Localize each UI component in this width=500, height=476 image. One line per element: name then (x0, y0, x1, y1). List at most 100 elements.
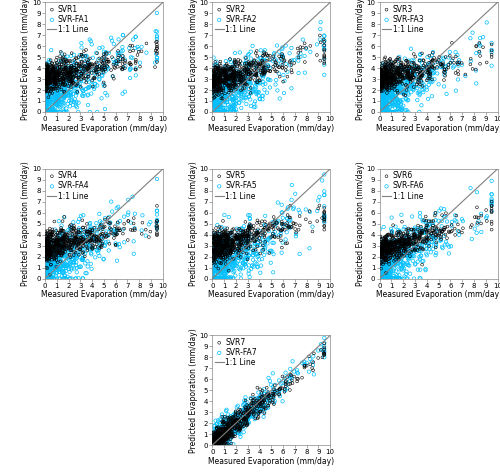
SVR1 (50, 73, 58, 81)
SVR3 (394, 56, 402, 63)
SVR-FA1 (62, 90, 70, 98)
SVR-FA4 (88, 232, 96, 240)
SVR-FA2 (226, 56, 234, 64)
SVR-FA3 (382, 107, 390, 114)
SVR3 (419, 68, 427, 75)
Legend: SVR5, SVR-FA5, 1:1 Line: SVR5, SVR-FA5, 1:1 Line (214, 170, 258, 201)
SVR2 (220, 68, 228, 75)
SVR-FA5 (218, 223, 226, 231)
SVR3 (472, 43, 480, 50)
SVR5 (266, 220, 274, 228)
SVR6 (401, 242, 409, 250)
SVR-FA6 (394, 275, 402, 282)
SVR-FA7 (246, 406, 254, 414)
SVR-FA6 (390, 238, 398, 246)
SVR-FA1 (66, 83, 74, 91)
SVR-FA5 (212, 250, 220, 258)
SVR-FA7 (210, 435, 218, 442)
SVR7 (218, 432, 226, 440)
SVR-FA5 (261, 245, 269, 252)
SVR6 (380, 248, 388, 256)
SVR-FA7 (216, 431, 224, 439)
SVR6 (392, 241, 400, 248)
SVR-FA7 (258, 390, 266, 397)
SVR-FA2 (215, 64, 223, 72)
SVR-FA6 (394, 231, 402, 239)
SVR2 (246, 70, 254, 78)
SVR3 (423, 66, 431, 74)
SVR6 (394, 238, 402, 246)
SVR5 (218, 254, 226, 262)
SVR4 (77, 239, 85, 247)
SVR-FA4 (43, 271, 51, 278)
SVR-FA7 (256, 397, 264, 404)
SVR-FA5 (231, 252, 239, 260)
SVR-FA5 (224, 256, 232, 263)
SVR5 (246, 225, 254, 233)
SVR-FA5 (268, 248, 276, 256)
SVR-FA4 (52, 259, 60, 267)
SVR3 (386, 79, 394, 87)
SVR2 (212, 75, 220, 83)
SVR-FA7 (209, 441, 217, 449)
SVR4 (47, 236, 55, 244)
SVR-FA5 (229, 264, 237, 271)
SVR3 (380, 70, 388, 78)
SVR-FA6 (432, 217, 440, 224)
SVR6 (472, 213, 480, 221)
SVR3 (380, 79, 388, 86)
SVR4 (68, 239, 76, 247)
SVR5 (278, 226, 286, 233)
SVR-FA5 (209, 259, 217, 267)
SVR-FA6 (394, 240, 402, 248)
SVR-FA1 (69, 58, 77, 65)
SVR6 (389, 232, 397, 240)
SVR3 (418, 82, 426, 90)
SVR3 (381, 64, 389, 71)
SVR-FA5 (240, 245, 248, 253)
SVR-FA7 (228, 419, 235, 426)
SVR-FA5 (258, 232, 266, 239)
SVR6 (382, 247, 390, 254)
SVR-FA5 (234, 254, 242, 261)
SVR5 (209, 239, 217, 247)
SVR6 (391, 256, 399, 264)
SVR-FA7 (211, 432, 219, 440)
SVR-FA3 (384, 105, 392, 112)
SVR3 (398, 72, 406, 79)
SVR2 (230, 59, 238, 66)
SVR2 (220, 70, 228, 78)
SVR6 (382, 237, 390, 245)
SVR6 (382, 242, 390, 249)
SVR-FA2 (246, 61, 254, 69)
SVR-FA3 (407, 82, 415, 89)
SVR-FA6 (404, 241, 412, 249)
SVR-FA1 (43, 99, 51, 106)
SVR-FA2 (213, 108, 221, 116)
SVR3 (415, 73, 423, 81)
SVR3 (379, 81, 387, 89)
SVR-FA5 (228, 239, 235, 247)
SVR-FA2 (209, 98, 217, 106)
SVR1 (53, 72, 61, 80)
SVR-FA6 (376, 275, 384, 282)
SVR-FA6 (379, 269, 387, 277)
SVR-FA5 (228, 263, 236, 270)
SVR-FA6 (411, 261, 419, 268)
SVR5 (223, 236, 231, 243)
SVR-FA3 (410, 80, 418, 88)
SVR3 (406, 74, 413, 81)
SVR3 (420, 57, 428, 64)
SVR-FA5 (246, 221, 254, 229)
SVR1 (42, 66, 50, 74)
SVR3 (392, 75, 400, 83)
SVR6 (380, 241, 388, 249)
SVR-FA1 (93, 108, 101, 116)
SVR2 (229, 73, 237, 81)
SVR-FA3 (376, 86, 384, 94)
SVR2 (224, 74, 232, 82)
SVR4 (82, 243, 90, 250)
SVR7 (210, 436, 218, 444)
SVR1 (66, 69, 74, 76)
SVR4 (44, 264, 52, 272)
